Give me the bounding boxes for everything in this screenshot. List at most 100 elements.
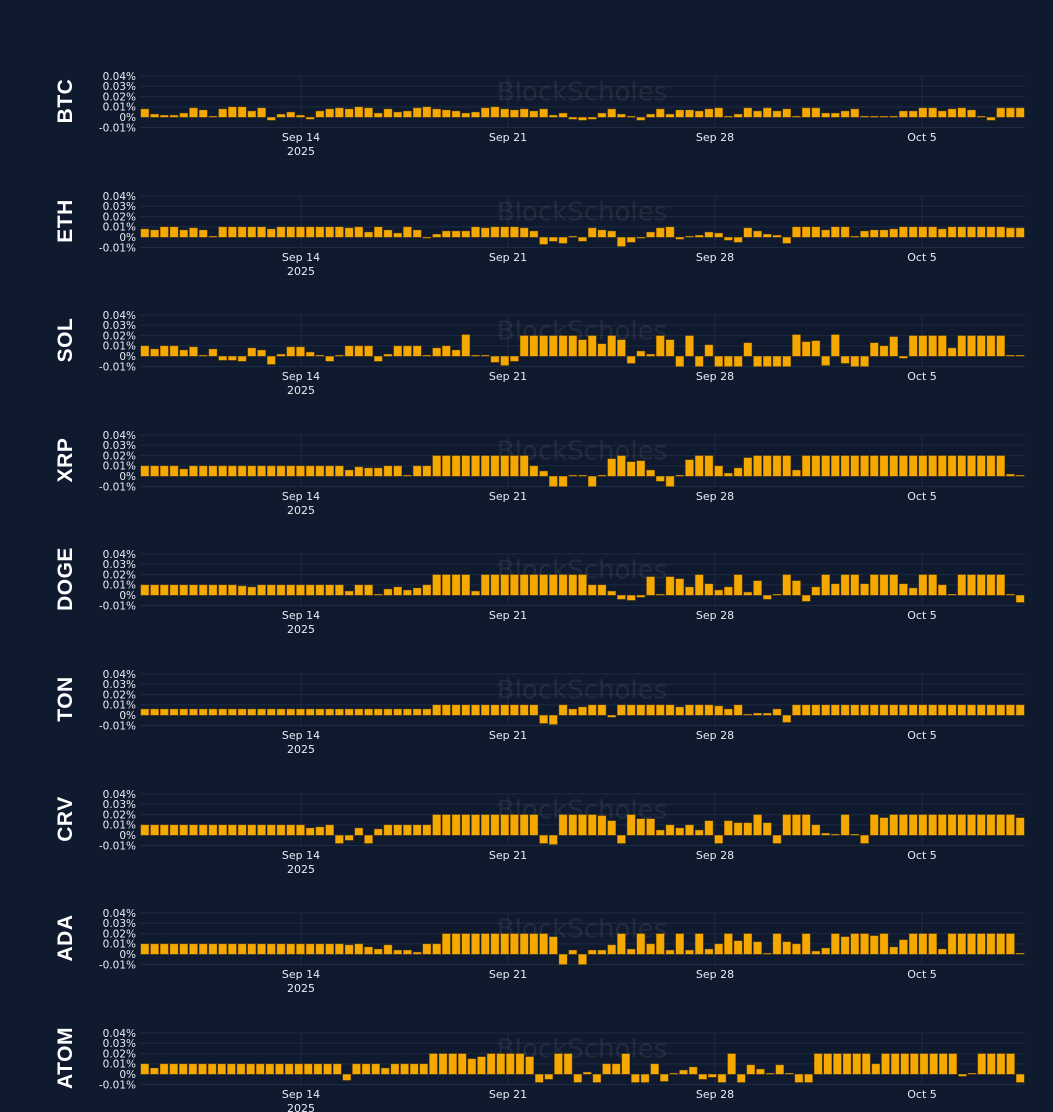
bar: [727, 1053, 736, 1075]
bar: [976, 933, 986, 955]
bar: [558, 236, 568, 244]
y-tick-label: 0.03%: [103, 679, 136, 691]
x-tick-year-label: 2025: [287, 145, 315, 158]
y-tick-label: 0.01%: [103, 221, 136, 233]
bar: [724, 115, 733, 118]
x-tick-label: Sep 21: [489, 490, 527, 503]
bar: [636, 704, 646, 716]
bar: [996, 933, 1005, 955]
bar: [792, 469, 801, 477]
bar: [471, 111, 480, 118]
bar: [772, 834, 782, 844]
bar: [296, 465, 305, 477]
bar: [140, 228, 150, 237]
bar: [870, 935, 879, 955]
bar: [539, 236, 548, 245]
bar: [442, 704, 451, 716]
bar: [237, 465, 247, 477]
bar: [529, 933, 539, 955]
bar: [607, 944, 616, 955]
bar: [811, 824, 821, 835]
bar: [852, 1053, 861, 1075]
bar: [451, 230, 461, 237]
bar: [899, 813, 908, 835]
bar-chart-btc: BlockScholes 0.04%0.03%0.02%0.01%0%-0.01%…: [99, 71, 1025, 158]
bar: [1006, 227, 1015, 237]
bar: [938, 949, 947, 955]
bar: [451, 110, 461, 118]
x-tick-label: Sep 21: [489, 849, 527, 862]
y-tick-label: 0%: [119, 112, 136, 124]
bar: [568, 574, 578, 596]
bar: [801, 704, 811, 716]
bar: [636, 236, 646, 239]
bar: [733, 574, 743, 596]
bar: [208, 824, 218, 835]
bar: [247, 943, 257, 955]
bar: [908, 110, 918, 118]
bar: [237, 586, 247, 596]
bar: [267, 585, 276, 596]
bar: [626, 704, 636, 716]
bar: [305, 827, 315, 835]
bar: [772, 356, 782, 367]
bar: [889, 704, 898, 716]
bar: [733, 113, 743, 118]
bar: [276, 113, 286, 118]
bar: [549, 834, 558, 845]
bar: [480, 107, 490, 118]
bar: [335, 355, 344, 357]
bar: [228, 226, 237, 237]
bar: [354, 585, 364, 596]
bar: [708, 1073, 717, 1078]
bar: [539, 834, 548, 844]
bar: [753, 813, 762, 835]
bar: [442, 230, 451, 237]
x-tick-label: Sep 21: [489, 729, 527, 742]
bar: [578, 706, 587, 716]
y-tick-label: 0%: [119, 830, 136, 842]
bar: [432, 455, 441, 477]
bar: [412, 465, 422, 477]
y-tick-label: 0%: [119, 1069, 136, 1081]
bar: [986, 226, 996, 237]
bar: [525, 1056, 534, 1075]
bar: [592, 1073, 602, 1083]
y-tick-label: -0.01%: [99, 720, 136, 732]
bar-chart-atom: BlockScholes 0.04%0.03%0.02%0.01%0%-0.01%…: [99, 1028, 1025, 1112]
bar: [442, 345, 451, 357]
bar: [928, 455, 937, 477]
bar: [383, 589, 393, 596]
bar: [354, 827, 364, 835]
bar: [461, 112, 471, 118]
bar: [801, 595, 811, 602]
bar: [1006, 473, 1015, 477]
bar: [772, 594, 782, 596]
bar: [189, 708, 198, 716]
bar: [549, 936, 558, 955]
bar: [364, 708, 373, 716]
bar: [228, 465, 237, 477]
bar: [646, 943, 655, 955]
bar: [840, 813, 850, 835]
bar: [480, 574, 490, 596]
bar: [208, 115, 218, 118]
bar: [938, 455, 947, 477]
bar: [889, 228, 898, 237]
bar: [675, 578, 685, 596]
bar: [315, 708, 325, 716]
bar: [304, 1063, 313, 1075]
bar: [675, 827, 685, 835]
bar: [996, 704, 1005, 716]
bar: [558, 574, 568, 596]
bar: [568, 708, 578, 716]
y-tick-label: 0.03%: [103, 81, 136, 93]
bar: [442, 574, 451, 596]
y-tick-label: 0.02%: [103, 689, 136, 701]
bar: [1015, 355, 1025, 357]
bar: [669, 1072, 679, 1075]
bar: [850, 704, 860, 716]
bar: [871, 1063, 881, 1075]
y-tick-label: 0.04%: [103, 1028, 136, 1040]
x-tick-label: Sep 28: [696, 968, 734, 981]
